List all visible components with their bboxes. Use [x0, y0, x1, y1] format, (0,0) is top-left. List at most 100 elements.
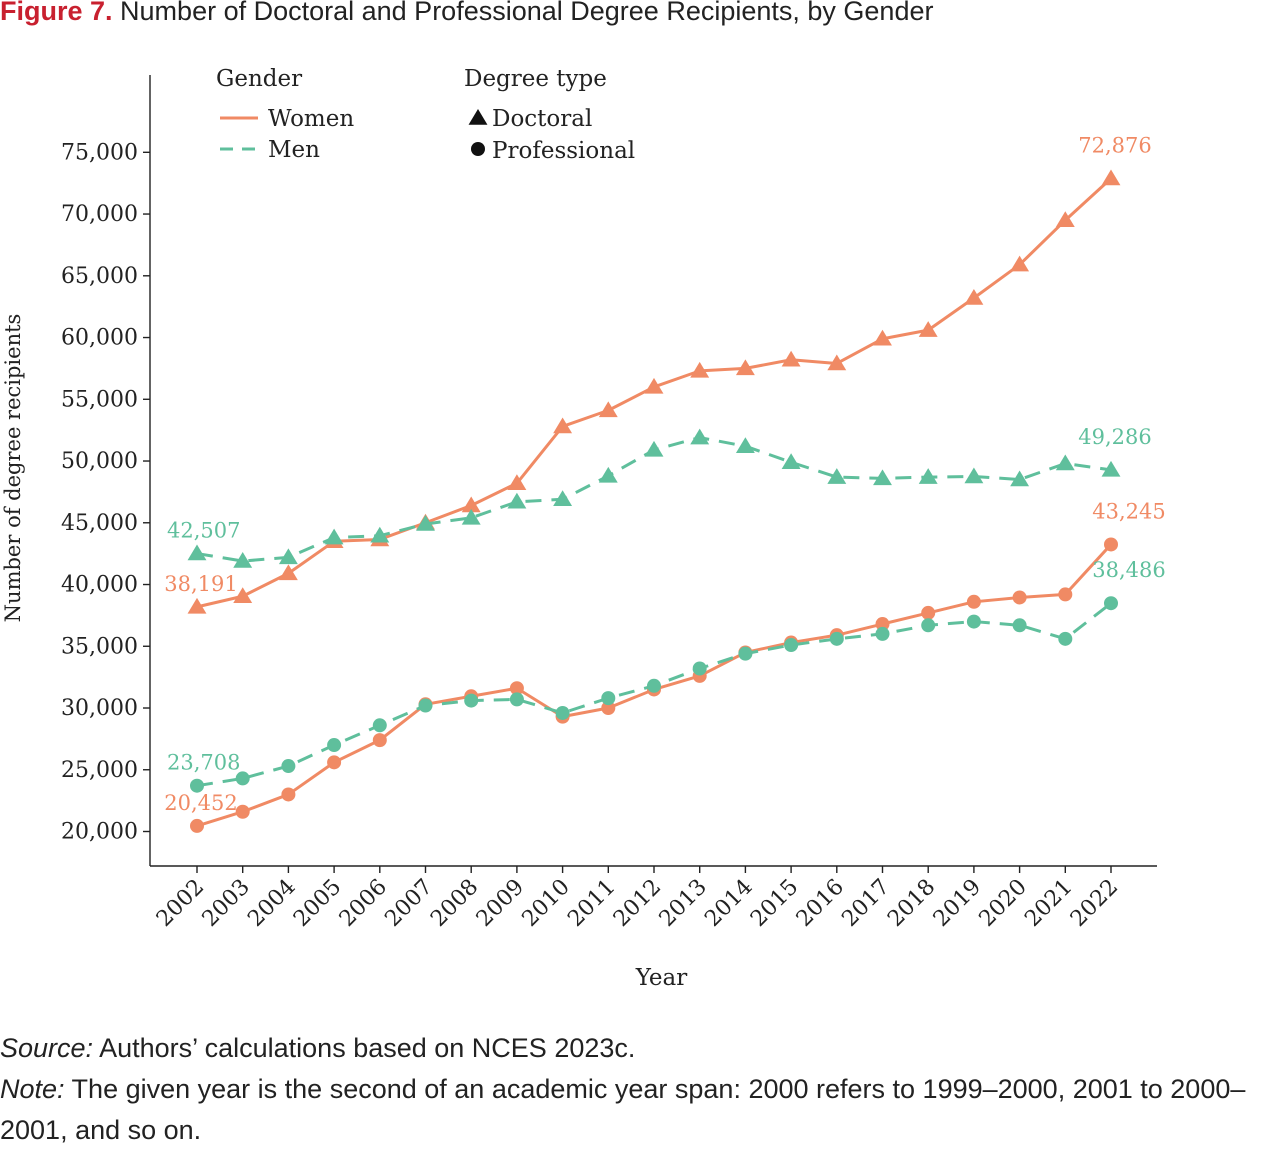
data-point-triangle — [645, 441, 664, 457]
series-women-doctoral — [188, 170, 1121, 614]
x-tick-label: 2009 — [472, 875, 529, 932]
note-line: Note: The given year is the second of an… — [0, 1069, 1280, 1151]
data-point-circle — [967, 615, 981, 629]
figure-notes: Source: Authors’ calculations based on N… — [0, 1028, 1280, 1151]
data-point-circle — [373, 733, 387, 747]
data-point-circle — [556, 706, 570, 720]
x-tick-label: 2016 — [792, 875, 849, 932]
data-label: 23,708 — [167, 751, 240, 775]
x-tick-label: 2007 — [380, 875, 437, 932]
data-point-triangle — [325, 529, 344, 545]
y-tick-label: 45,000 — [61, 511, 138, 536]
data-point-triangle — [736, 437, 755, 453]
x-tick-label: 2012 — [609, 875, 666, 932]
x-tick-label: 2017 — [837, 875, 894, 932]
x-tick-label: 2015 — [746, 875, 803, 932]
data-point-circle — [1104, 596, 1118, 610]
x-tick-label: 2014 — [700, 875, 757, 932]
data-point-circle — [1104, 537, 1118, 551]
data-point-circle — [1058, 587, 1072, 601]
data-point-triangle — [599, 401, 618, 417]
data-point-circle — [236, 805, 250, 819]
legend-gender-entry: Women — [268, 106, 354, 132]
data-point-circle — [876, 627, 890, 641]
data-point-triangle — [782, 453, 801, 469]
data-point-circle — [1058, 632, 1072, 646]
data-point-circle — [601, 691, 615, 705]
legend-gender-entry: Men — [268, 137, 320, 163]
x-tick-label: 2003 — [198, 875, 255, 932]
data-point-circle — [921, 606, 935, 620]
y-tick-label: 70,000 — [61, 202, 138, 227]
y-tick-label: 25,000 — [61, 758, 138, 783]
data-label: 38,486 — [1092, 558, 1165, 582]
source-line: Source: Authors’ calculations based on N… — [0, 1028, 1280, 1069]
x-tick-label: 2006 — [335, 875, 392, 932]
line-chart: 20,00025,00030,00035,00040,00045,00050,0… — [0, 0, 1280, 1010]
data-label: 49,286 — [1078, 425, 1151, 449]
x-tick-label: 2002 — [152, 875, 209, 932]
x-tick-label: 2022 — [1066, 875, 1123, 932]
data-point-circle — [419, 699, 433, 713]
data-point-circle — [921, 618, 935, 632]
y-tick-label: 75,000 — [61, 140, 138, 165]
data-point-circle — [647, 679, 661, 693]
legend: Gender Women Men Degree type Doctoral Profess… — [216, 66, 635, 164]
data-point-circle — [967, 595, 981, 609]
data-label: 72,876 — [1078, 134, 1151, 158]
note-label: Note: — [0, 1074, 65, 1104]
x-tick-label: 2004 — [243, 875, 300, 932]
x-tick-label: 2013 — [655, 875, 712, 932]
data-point-circle — [693, 661, 707, 675]
data-point-triangle — [507, 493, 526, 509]
legend-degree-title: Degree type — [464, 66, 607, 92]
x-tick-label: 2010 — [518, 875, 575, 932]
data-point-circle — [510, 692, 524, 706]
data-point-triangle — [279, 564, 298, 580]
source-text: Authors’ calculations based on NCES 2023… — [93, 1033, 635, 1063]
legend-degree-entry: Doctoral — [492, 106, 592, 132]
y-axis-label: Number of degree recipients — [1, 314, 25, 623]
data-point-triangle — [782, 351, 801, 367]
note-text: The given year is the second of an acade… — [0, 1074, 1245, 1145]
data-point-circle — [190, 819, 204, 833]
y-tick-label: 65,000 — [61, 264, 138, 289]
x-tick-label: 2018 — [883, 875, 940, 932]
data-label: 43,245 — [1092, 499, 1165, 523]
legend-circle-marker — [471, 142, 485, 156]
y-tick-label: 40,000 — [61, 573, 138, 598]
x-tick-label: 2008 — [426, 875, 483, 932]
x-tick-label: 2021 — [1020, 875, 1077, 932]
y-tick-label: 50,000 — [61, 449, 138, 474]
data-point-circle — [784, 638, 798, 652]
data-point-circle — [830, 632, 844, 646]
x-tick-label: 2020 — [975, 875, 1032, 932]
legend-gender-title: Gender — [216, 66, 302, 92]
y-tick-label: 30,000 — [61, 696, 138, 721]
data-point-triangle — [690, 429, 709, 445]
data-point-triangle — [1102, 170, 1121, 186]
data-point-triangle — [964, 467, 983, 483]
data-point-circle — [281, 759, 295, 773]
data-point-circle — [738, 647, 752, 661]
data-point-triangle — [1056, 454, 1075, 470]
data-point-triangle — [188, 545, 207, 561]
data-point-triangle — [279, 548, 298, 564]
legend-triangle-marker — [469, 109, 488, 125]
data-label: 42,507 — [167, 519, 240, 543]
data-label: 38,191 — [164, 572, 237, 596]
y-tick-label: 55,000 — [61, 387, 138, 412]
data-point-circle — [327, 755, 341, 769]
legend-degree-entry: Professional — [492, 138, 635, 164]
data-point-circle — [1013, 618, 1027, 632]
x-tick-label: 2019 — [929, 875, 986, 932]
data-point-circle — [373, 718, 387, 732]
data-point-circle — [1013, 590, 1027, 604]
y-tick-label: 60,000 — [61, 326, 138, 351]
data-point-circle — [281, 787, 295, 801]
series-group — [188, 170, 1121, 833]
y-tick-label: 35,000 — [61, 634, 138, 659]
data-point-circle — [327, 738, 341, 752]
x-axis-label: Year — [635, 965, 688, 991]
data-labels: 38,191 72,876 42,507 49,286 20,452 43,245 23,7… — [164, 134, 1165, 815]
